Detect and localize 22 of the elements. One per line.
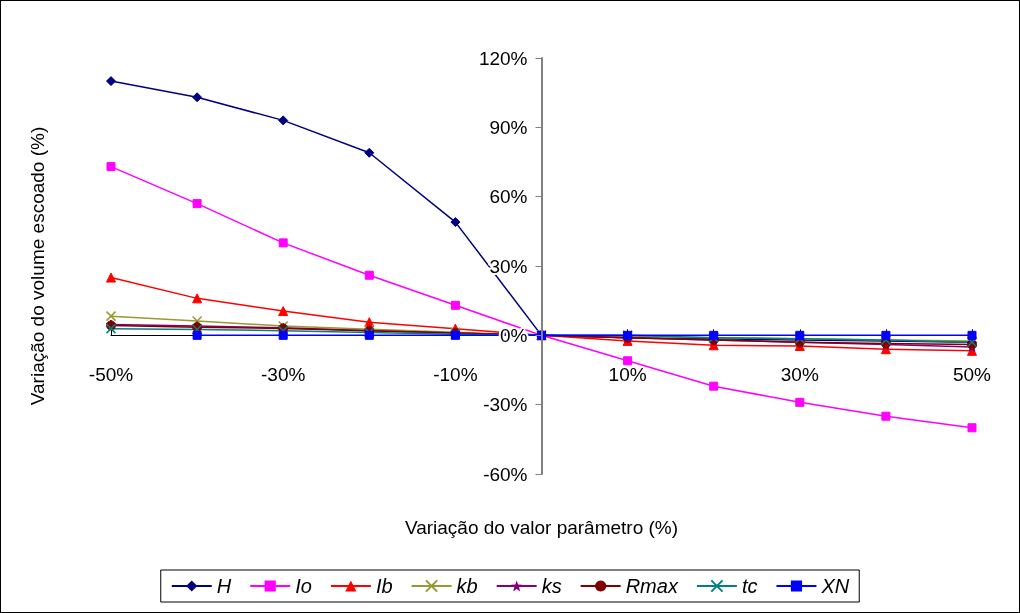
legend-label: Io [295, 575, 312, 597]
x-tick-label: 30% [780, 364, 819, 386]
legend-label: XN [820, 575, 850, 597]
y-tick-label: 120% [478, 47, 528, 69]
legend-label: Ib [375, 575, 393, 597]
legend-label: H [216, 575, 232, 597]
legend-label: Rmax [625, 575, 679, 597]
y-tick-label: 90% [489, 116, 528, 138]
y-tick-label: 30% [489, 255, 528, 277]
y-tick-label: -30% [483, 394, 528, 416]
x-tick-label: -50% [88, 364, 134, 386]
x-tick-label: 10% [608, 364, 647, 386]
legend-label: ks [541, 575, 562, 597]
y-axis-title: Variação do volume escoado (%) [26, 126, 48, 406]
legend-label: tc [741, 575, 758, 597]
x-tick-label: -10% [433, 364, 478, 386]
legend-label: kb [456, 575, 478, 597]
y-tick-label: -60% [483, 463, 528, 485]
x-tick-label: 50% [952, 364, 992, 386]
y-tick-label: 60% [489, 186, 528, 208]
x-tick-label: -30% [261, 364, 306, 386]
x-axis-title: Variação do valor parâmetro (%) [404, 517, 679, 539]
